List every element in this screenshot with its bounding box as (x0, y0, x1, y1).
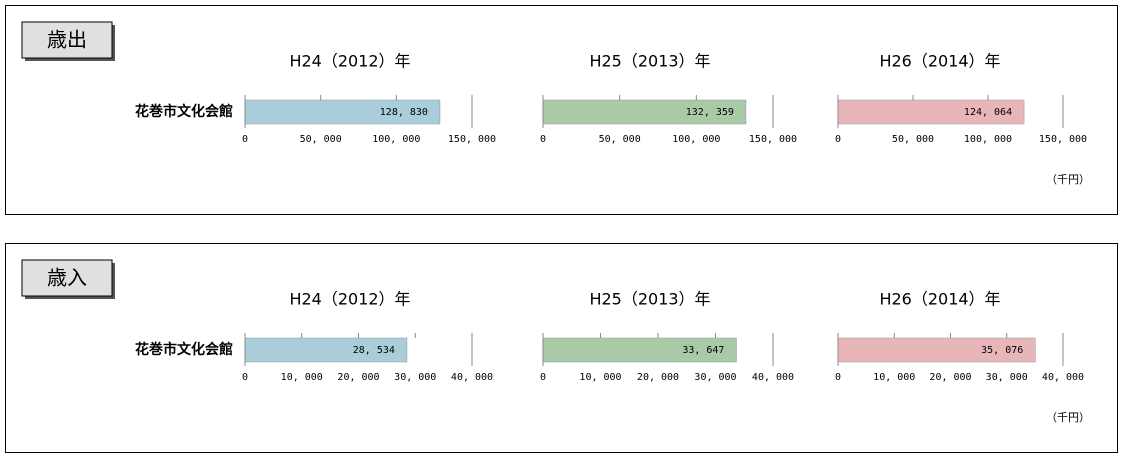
section-box (5, 5, 1118, 215)
section-label: 歳出 (47, 28, 87, 52)
label-box (21, 259, 113, 297)
chart-title: H25（2013）年 (589, 52, 710, 71)
x-tick-label: 50, 000 (599, 134, 641, 145)
x-tick-label: 0 (242, 372, 248, 383)
value-label: 124, 064 (964, 107, 1012, 118)
value-label: 132, 359 (686, 107, 734, 118)
x-tick-label: 0 (835, 372, 841, 383)
x-tick-label: 20, 000 (929, 372, 971, 383)
label-box (21, 21, 113, 59)
unit-label: （千円） (1046, 173, 1090, 186)
chart-title: H24（2012）年 (289, 52, 410, 71)
bar (837, 337, 1036, 363)
value-label: 35, 076 (981, 345, 1023, 356)
x-tick-label: 30, 000 (394, 372, 436, 383)
x-tick-label: 150, 000 (448, 134, 496, 145)
value-label: 28, 534 (353, 345, 395, 356)
category-label: 花巻市文化会館 (135, 341, 233, 358)
chart-title: H26（2014）年 (879, 52, 1000, 71)
bar (837, 99, 1025, 125)
x-tick-label: 10, 000 (579, 372, 621, 383)
x-tick-label: 40, 000 (1042, 372, 1084, 383)
x-tick-label: 150, 000 (1039, 134, 1087, 145)
x-tick-label: 30, 000 (694, 372, 736, 383)
x-tick-label: 50, 000 (300, 134, 342, 145)
x-tick-label: 100, 000 (372, 134, 420, 145)
x-tick-label: 20, 000 (637, 372, 679, 383)
x-tick-label: 50, 000 (892, 134, 934, 145)
unit-label: （千円） (1046, 411, 1090, 424)
x-tick-label: 0 (540, 134, 546, 145)
x-tick-label: 150, 000 (749, 134, 797, 145)
x-tick-label: 40, 000 (752, 372, 794, 383)
x-tick-label: 10, 000 (873, 372, 915, 383)
x-tick-label: 30, 000 (986, 372, 1028, 383)
x-tick-label: 40, 000 (451, 372, 493, 383)
x-tick-label: 100, 000 (964, 134, 1012, 145)
value-label: 128, 830 (380, 107, 428, 118)
x-tick-label: 20, 000 (337, 372, 379, 383)
section-label: 歳入 (47, 266, 87, 290)
chart-title: H26（2014）年 (879, 290, 1000, 309)
x-tick-label: 0 (242, 134, 248, 145)
x-tick-label: 100, 000 (672, 134, 720, 145)
x-tick-label: 0 (835, 134, 841, 145)
category-label: 花巻市文化会館 (135, 103, 233, 120)
chart-title: H25（2013）年 (589, 290, 710, 309)
bar (542, 337, 737, 363)
value-label: 33, 647 (682, 345, 724, 356)
x-tick-label: 10, 000 (281, 372, 323, 383)
bar (244, 99, 441, 125)
x-tick-label: 0 (540, 372, 546, 383)
chart-title: H24（2012）年 (289, 290, 410, 309)
bar (244, 337, 408, 363)
